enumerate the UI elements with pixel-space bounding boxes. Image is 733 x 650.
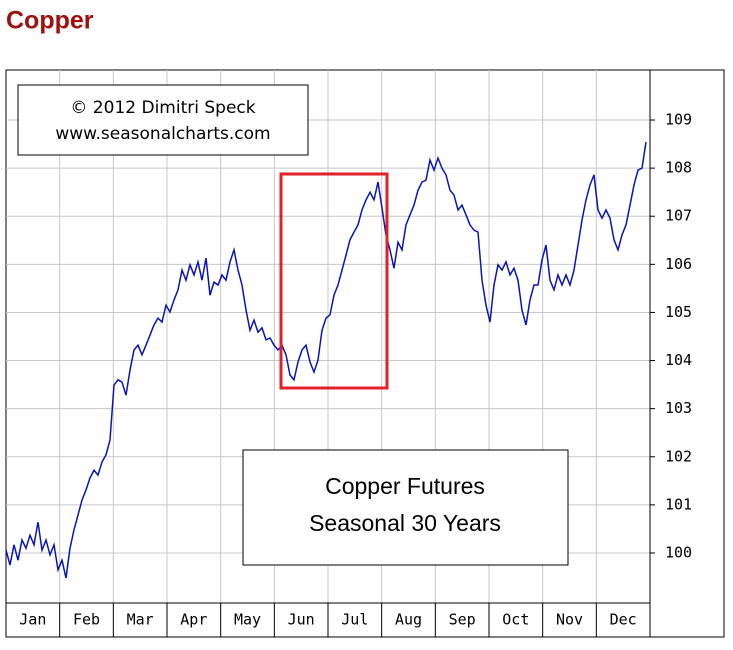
annotation-box (242, 449, 569, 566)
x-tick-label: Dec (610, 611, 637, 629)
y-tick-label: 108 (665, 159, 692, 177)
y-tick-label: 104 (665, 351, 692, 369)
y-tick-label: 102 (665, 447, 692, 465)
y-tick-label: 107 (665, 207, 692, 225)
x-tick-label: Feb (73, 611, 100, 629)
x-tick-label: Jan (19, 611, 46, 629)
highlight-box (279, 172, 389, 390)
x-tick-label: Apr (180, 611, 207, 629)
y-tick-label: 109 (665, 111, 692, 129)
website: www.seasonalcharts.com (55, 124, 270, 144)
x-tick-label: Jul (341, 611, 368, 629)
annotation: Seasonal 30 Years (309, 510, 501, 536)
x-tick-label: Mar (127, 611, 154, 629)
x-tick-label: Aug (395, 611, 422, 629)
plot (5, 142, 647, 579)
y-tick-label: 105 (665, 303, 692, 321)
x-tick-label: Sep (449, 611, 476, 629)
y-tick-label: 103 (665, 399, 692, 417)
chart-title: Copper (6, 7, 94, 35)
copyright: © 2012 Dimitri Speck (70, 98, 255, 118)
y-tick-label: 101 (665, 495, 692, 513)
x-tick-label: Nov (556, 611, 583, 629)
y-tick-label: 106 (665, 255, 692, 273)
x-tick-label: Oct (502, 611, 529, 629)
data-line (5, 142, 647, 579)
x-tick-label: Jun (288, 611, 315, 629)
x-tick-label: May (234, 611, 261, 629)
y-tick-label: 100 (665, 543, 692, 561)
copyright-box (17, 84, 309, 156)
annotation: Copper Futures (325, 473, 485, 499)
